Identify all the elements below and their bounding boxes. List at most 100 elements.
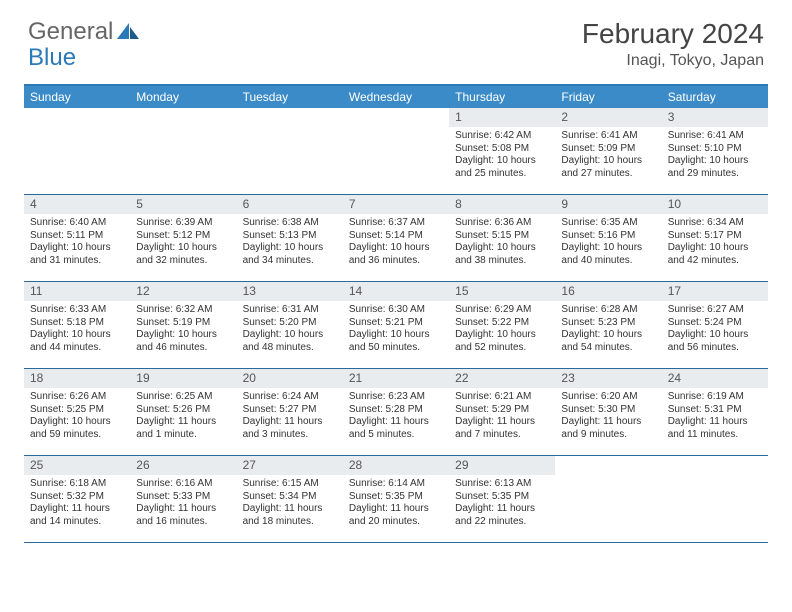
- day-number: 18: [24, 369, 130, 388]
- daylight-text: Daylight: 11 hours and 9 minutes.: [561, 416, 655, 441]
- day-cell-24: 24Sunrise: 6:19 AMSunset: 5:31 PMDayligh…: [662, 369, 768, 455]
- day-number: 7: [343, 195, 449, 214]
- sunset-text: Sunset: 5:26 PM: [136, 404, 230, 417]
- sunset-text: Sunset: 5:33 PM: [136, 491, 230, 504]
- sunset-text: Sunset: 5:14 PM: [349, 230, 443, 243]
- day-cell-5: 5Sunrise: 6:39 AMSunset: 5:12 PMDaylight…: [130, 195, 236, 281]
- sunset-text: Sunset: 5:21 PM: [349, 317, 443, 330]
- day-number: 27: [237, 456, 343, 475]
- sunrise-text: Sunrise: 6:27 AM: [668, 304, 762, 317]
- day-cell-11: 11Sunrise: 6:33 AMSunset: 5:18 PMDayligh…: [24, 282, 130, 368]
- sunset-text: Sunset: 5:23 PM: [561, 317, 655, 330]
- location: Inagi, Tokyo, Japan: [582, 52, 764, 70]
- sunrise-text: Sunrise: 6:41 AM: [561, 130, 655, 143]
- day-details: Sunrise: 6:35 AMSunset: 5:16 PMDaylight:…: [555, 214, 661, 271]
- day-details: Sunrise: 6:13 AMSunset: 5:35 PMDaylight:…: [449, 475, 555, 532]
- sunrise-text: Sunrise: 6:28 AM: [561, 304, 655, 317]
- daylight-text: Daylight: 10 hours and 50 minutes.: [349, 329, 443, 354]
- sunrise-text: Sunrise: 6:34 AM: [668, 217, 762, 230]
- empty-cell: .: [662, 456, 768, 542]
- sunset-text: Sunset: 5:27 PM: [243, 404, 337, 417]
- day-details: Sunrise: 6:39 AMSunset: 5:12 PMDaylight:…: [130, 214, 236, 271]
- sunset-text: Sunset: 5:35 PM: [455, 491, 549, 504]
- day-details: Sunrise: 6:38 AMSunset: 5:13 PMDaylight:…: [237, 214, 343, 271]
- title-block: February 2024 Inagi, Tokyo, Japan: [582, 18, 764, 70]
- day-number: 2: [555, 108, 661, 127]
- sunrise-text: Sunrise: 6:42 AM: [455, 130, 549, 143]
- day-cell-22: 22Sunrise: 6:21 AMSunset: 5:29 PMDayligh…: [449, 369, 555, 455]
- daylight-text: Daylight: 10 hours and 52 minutes.: [455, 329, 549, 354]
- day-number: 5: [130, 195, 236, 214]
- sunset-text: Sunset: 5:29 PM: [455, 404, 549, 417]
- week-row: ....1Sunrise: 6:42 AMSunset: 5:08 PMDayl…: [24, 108, 768, 195]
- day-cell-20: 20Sunrise: 6:24 AMSunset: 5:27 PMDayligh…: [237, 369, 343, 455]
- day-cell-13: 13Sunrise: 6:31 AMSunset: 5:20 PMDayligh…: [237, 282, 343, 368]
- empty-cell: .: [130, 108, 236, 194]
- sunrise-text: Sunrise: 6:31 AM: [243, 304, 337, 317]
- sunset-text: Sunset: 5:20 PM: [243, 317, 337, 330]
- sunrise-text: Sunrise: 6:41 AM: [668, 130, 762, 143]
- day-cell-29: 29Sunrise: 6:13 AMSunset: 5:35 PMDayligh…: [449, 456, 555, 542]
- sunrise-text: Sunrise: 6:26 AM: [30, 391, 124, 404]
- sunrise-text: Sunrise: 6:15 AM: [243, 478, 337, 491]
- sunrise-text: Sunrise: 6:16 AM: [136, 478, 230, 491]
- day-cell-12: 12Sunrise: 6:32 AMSunset: 5:19 PMDayligh…: [130, 282, 236, 368]
- day-cell-17: 17Sunrise: 6:27 AMSunset: 5:24 PMDayligh…: [662, 282, 768, 368]
- daylight-text: Daylight: 10 hours and 54 minutes.: [561, 329, 655, 354]
- sunset-text: Sunset: 5:34 PM: [243, 491, 337, 504]
- daylight-text: Daylight: 11 hours and 16 minutes.: [136, 503, 230, 528]
- daylight-text: Daylight: 10 hours and 59 minutes.: [30, 416, 124, 441]
- sunset-text: Sunset: 5:31 PM: [668, 404, 762, 417]
- sunset-text: Sunset: 5:30 PM: [561, 404, 655, 417]
- day-cell-26: 26 Sunrise: 6:16 AMSunset: 5:33 PMDayligh…: [130, 456, 236, 542]
- day-cell-15: 15Sunrise: 6:29 AMSunset: 5:22 PMDayligh…: [449, 282, 555, 368]
- sunrise-text: Sunrise: 6:25 AM: [136, 391, 230, 404]
- day-details: Sunrise: 6:36 AMSunset: 5:15 PMDaylight:…: [449, 214, 555, 271]
- sunset-text: Sunset: 5:24 PM: [668, 317, 762, 330]
- day-details: Sunrise: 6:18 AMSunset: 5:32 PMDaylight:…: [24, 475, 130, 532]
- week-row: 4Sunrise: 6:40 AMSunset: 5:11 PMDaylight…: [24, 195, 768, 282]
- day-number: 12: [130, 282, 236, 301]
- day-number: 22: [449, 369, 555, 388]
- brand-logo: General: [28, 18, 141, 46]
- day-number: 1: [449, 108, 555, 127]
- sunrise-text: Sunrise: 6:36 AM: [455, 217, 549, 230]
- daylight-text: Daylight: 10 hours and 56 minutes.: [668, 329, 762, 354]
- day-number: 14: [343, 282, 449, 301]
- sunrise-text: Sunrise: 6:33 AM: [30, 304, 124, 317]
- day-number: 16: [555, 282, 661, 301]
- week-row: 18Sunrise: 6:26 AMSunset: 5:25 PMDayligh…: [24, 369, 768, 456]
- day-details: Sunrise: 6:25 AMSunset: 5:26 PMDaylight:…: [130, 388, 236, 445]
- day-details: Sunrise: 6:28 AMSunset: 5:23 PMDaylight:…: [555, 301, 661, 358]
- day-cell-28: 28Sunrise: 6:14 AMSunset: 5:35 PMDayligh…: [343, 456, 449, 542]
- day-number: 3: [662, 108, 768, 127]
- empty-cell: .: [237, 108, 343, 194]
- sunset-text: Sunset: 5:28 PM: [349, 404, 443, 417]
- sunrise-text: Sunrise: 6:20 AM: [561, 391, 655, 404]
- sunrise-text: Sunrise: 6:24 AM: [243, 391, 337, 404]
- daylight-text: Daylight: 11 hours and 5 minutes.: [349, 416, 443, 441]
- daylight-text: Daylight: 10 hours and 31 minutes.: [30, 242, 124, 267]
- day-details: Sunrise: 6:37 AMSunset: 5:14 PMDaylight:…: [343, 214, 449, 271]
- day-details: Sunrise: 6:24 AMSunset: 5:27 PMDaylight:…: [237, 388, 343, 445]
- day-cell-14: 14Sunrise: 6:30 AMSunset: 5:21 PMDayligh…: [343, 282, 449, 368]
- day-cell-18: 18Sunrise: 6:26 AMSunset: 5:25 PMDayligh…: [24, 369, 130, 455]
- day-details: Sunrise: 6:33 AMSunset: 5:18 PMDaylight:…: [24, 301, 130, 358]
- calendar: SundayMondayTuesdayWednesdayThursdayFrid…: [24, 84, 768, 543]
- day-cell-16: 16Sunrise: 6:28 AMSunset: 5:23 PMDayligh…: [555, 282, 661, 368]
- weekday-saturday: Saturday: [662, 86, 768, 108]
- day-number: 24: [662, 369, 768, 388]
- day-number: 15: [449, 282, 555, 301]
- day-cell-2: 2Sunrise: 6:41 AMSunset: 5:09 PMDaylight…: [555, 108, 661, 194]
- day-details: Sunrise: 6:26 AMSunset: 5:25 PMDaylight:…: [24, 388, 130, 445]
- week-row: 11Sunrise: 6:33 AMSunset: 5:18 PMDayligh…: [24, 282, 768, 369]
- month-title: February 2024: [582, 18, 764, 50]
- day-number: 8: [449, 195, 555, 214]
- weekday-tuesday: Tuesday: [237, 86, 343, 108]
- weekday-sunday: Sunday: [24, 86, 130, 108]
- sunrise-text: Sunrise: 6:35 AM: [561, 217, 655, 230]
- day-cell-23: 23Sunrise: 6:20 AMSunset: 5:30 PMDayligh…: [555, 369, 661, 455]
- day-cell-19: 19Sunrise: 6:25 AMSunset: 5:26 PMDayligh…: [130, 369, 236, 455]
- day-details: Sunrise: 6:32 AMSunset: 5:19 PMDaylight:…: [130, 301, 236, 358]
- day-number: 26: [130, 456, 236, 475]
